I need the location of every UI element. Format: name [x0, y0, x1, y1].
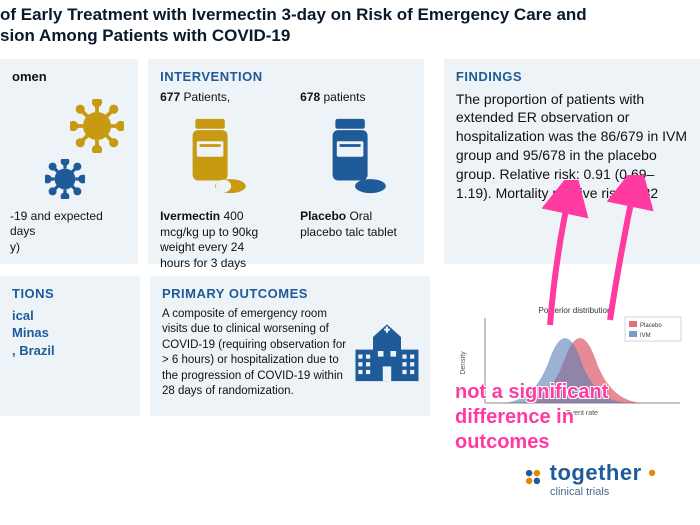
annotation-text: not a significant difference in outcomes: [455, 380, 608, 455]
together-logo: together • clinical trials: [520, 460, 656, 498]
locations-header: TIONS: [12, 286, 128, 301]
pill-bottle-icon: [320, 116, 390, 196]
population-bottom: -19 and expected days y): [10, 209, 103, 256]
intervention-arm-a: 677 Patients, Ivermec: [160, 90, 270, 272]
annotation-arrow: [600, 175, 660, 325]
hospital-icon: [352, 316, 422, 386]
virus-icon-small: [45, 159, 85, 199]
intervention-header: INTERVENTION: [160, 69, 412, 84]
outcomes-card: PRIMARY OUTCOMES A composite of emergenc…: [150, 276, 430, 416]
locations-card: TIONS ical Minas , Brazil: [0, 276, 140, 416]
title-line1: of Early Treatment with Ivermectin 3-day…: [0, 5, 587, 24]
pill-bottle-icon: [180, 116, 250, 196]
logo-sub: clinical trials: [550, 486, 656, 498]
chart-ylabel: Density: [460, 351, 467, 375]
outcomes-body: A composite of emergency room visits due…: [162, 307, 347, 400]
logo-icon: [520, 464, 546, 490]
page-title: of Early Treatment with Ivermectin 3-day…: [0, 0, 700, 59]
svg-text:IVM: IVM: [640, 333, 651, 339]
locations-body: ical Minas , Brazil: [12, 307, 128, 360]
intervention-arm-b: 678 patients Placebo Oral placebo talc t…: [300, 90, 410, 272]
virus-icon: [70, 99, 124, 153]
title-line2: sion Among Patients with COVID-19: [0, 26, 290, 45]
outcomes-header: PRIMARY OUTCOMES: [162, 286, 418, 301]
logo-dot: •: [642, 460, 657, 485]
findings-header: FINDINGS: [456, 69, 688, 84]
population-header-partial: omen: [12, 69, 126, 84]
intervention-card: INTERVENTION 677 Patients,: [148, 59, 424, 264]
annotation-arrow: [530, 180, 600, 330]
population-card: omen: [0, 59, 138, 264]
